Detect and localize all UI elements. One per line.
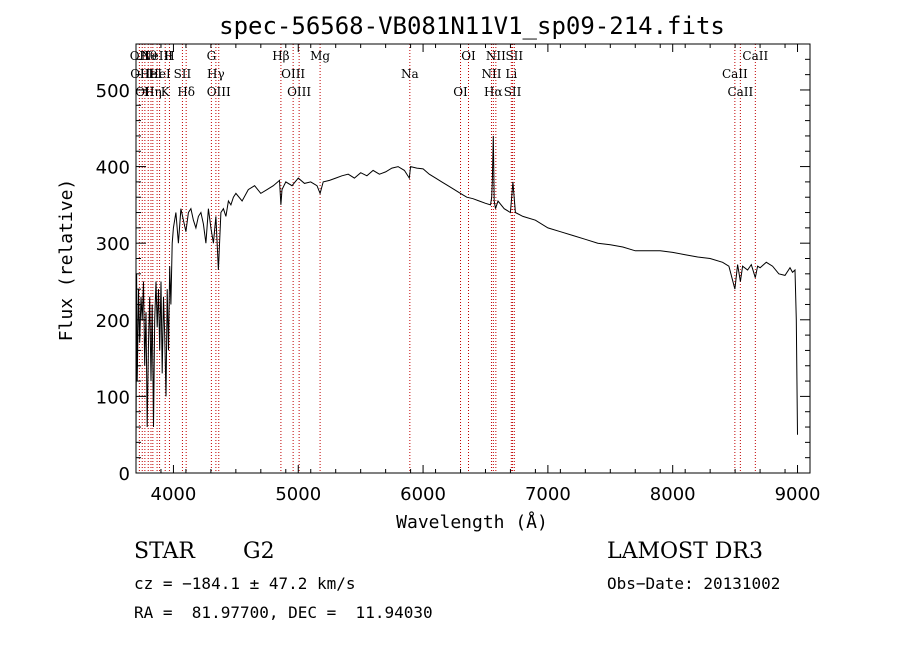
line-marker-label: NII <box>486 49 506 63</box>
line-marker-label: OIII <box>287 85 311 99</box>
spectrum-line <box>135 135 798 451</box>
line-marker-label: H <box>164 49 174 63</box>
line-marker-label: CaII <box>727 85 753 99</box>
line-marker-label: SII <box>505 49 523 63</box>
x-tick-label: 7000 <box>525 484 571 505</box>
x-tick-label: 6000 <box>400 484 446 505</box>
y-tick-label: 400 <box>96 158 130 179</box>
x-axis-ticks: 4000 5000 6000 7000 8000 9000 <box>135 44 821 505</box>
line-marker-label: Li <box>505 67 517 81</box>
line-marker-label: Na <box>401 67 419 81</box>
y-tick-label: 300 <box>96 234 130 255</box>
line-marker-label: K <box>161 85 171 99</box>
line-marker-label: NII <box>481 67 501 81</box>
line-marker-label: OI <box>453 85 468 99</box>
line-marker-label: Hδ <box>177 85 195 99</box>
line-marker-label: OII <box>130 49 150 63</box>
observation-date: Obs−Date: 20131002 <box>607 574 781 593</box>
x-tick-label: 8000 <box>650 484 696 505</box>
line-marker-label: Hγ <box>207 67 225 81</box>
survey-name: LAMOST DR3 <box>607 539 763 564</box>
y-tick-label: 200 <box>96 311 130 332</box>
line-marker-label: CaII <box>722 67 748 81</box>
x-axis-label: Wavelength (Å) <box>396 511 548 533</box>
line-marker-label: OI <box>461 49 476 63</box>
line-marker-label: Hα <box>484 85 503 99</box>
y-axis-label: Flux (relative) <box>56 179 77 342</box>
y-tick-label: 100 <box>96 387 130 408</box>
y-tick-label: 500 <box>96 81 130 102</box>
line-marker-label: CaII <box>742 49 768 63</box>
line-marker-label: G <box>207 49 217 63</box>
line-marker-labels: OIIOIIIOIIHθHeIHηNeIIIHeIKHSIIHδGHγOIIIH… <box>130 49 769 99</box>
line-marker-label: OII <box>135 85 155 99</box>
redshift-velocity: cz = −184.1 ± 47.2 km/s <box>134 574 356 593</box>
chart-title: spec-56568-VB081N11V1_sp09-214.fits <box>219 12 725 40</box>
object-subclass: G2 <box>243 539 275 564</box>
x-tick-label: 9000 <box>775 484 821 505</box>
line-marker-label: SII <box>174 67 192 81</box>
line-marker-label: OIII <box>281 67 305 81</box>
line-marker-label: OIII <box>207 85 231 99</box>
y-tick-label: 0 <box>119 464 130 485</box>
line-marker-label: Hθ <box>139 49 157 63</box>
line-marker-label: SII <box>504 85 522 99</box>
line-markers <box>138 44 756 473</box>
coordinates: RA = 81.97700, DEC = 11.94030 <box>134 603 433 622</box>
line-marker-label: HeI <box>148 67 171 81</box>
x-tick-label: 5000 <box>275 484 321 505</box>
y-axis-ticks: 0 100 200 300 400 500 <box>96 43 810 485</box>
object-class: STAR <box>134 539 195 564</box>
line-marker-label: Hη <box>144 85 162 99</box>
x-tick-label: 4000 <box>151 484 197 505</box>
line-marker-label: Mg <box>310 49 330 63</box>
line-marker-label: Hβ <box>272 49 289 63</box>
line-marker-label: NeIII <box>141 49 173 63</box>
line-marker-label: HeI <box>140 67 163 81</box>
